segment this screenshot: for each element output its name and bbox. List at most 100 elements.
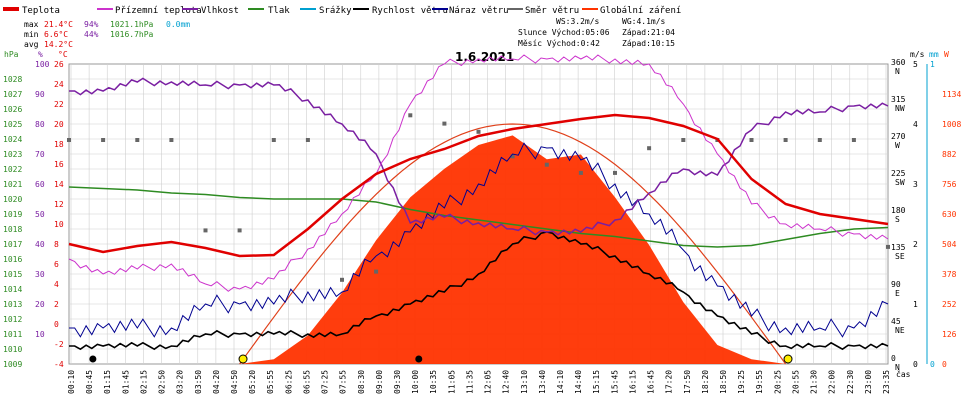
tick-label-radiation: 0: [942, 360, 947, 369]
tick-label-pressure: 1028: [3, 75, 22, 84]
tick-label-time: 10:00: [411, 370, 420, 394]
sunrise: Slunce Východ:05:06: [518, 28, 610, 37]
tick-label-time: 16:15: [628, 370, 637, 394]
point-wind-direction: [578, 170, 583, 175]
legend-label-teplota: Teplota: [22, 6, 60, 16]
tick-label-time: 13:10: [520, 370, 529, 394]
tick-label-time: 01:15: [103, 370, 112, 394]
tick-label-time: 19:55: [755, 370, 764, 394]
stat-avg-temp: 14.2°C: [44, 40, 73, 49]
tick-label-time: 16:45: [647, 370, 656, 394]
tick-label-winddir-compass: W: [895, 141, 900, 150]
moonset-marker: [415, 355, 423, 363]
tick-label-time: 06:25: [284, 370, 293, 394]
stats-block: max 21.4°C 94% 1021.1hPa 0.0mm min 6.6°C…: [24, 20, 190, 49]
tick-label-temperature: 2: [54, 300, 59, 309]
legend-label-naraz: Náraz větru: [449, 6, 509, 16]
tick-label-humidity: 60: [35, 180, 45, 189]
tick-label-winddir-compass: N: [895, 363, 900, 372]
stat-max-label: max: [24, 20, 39, 29]
stat-avg-label: avg: [24, 40, 39, 49]
tick-label-time: 17:20: [665, 370, 674, 394]
tick-label-temperature: 10: [54, 220, 64, 229]
tick-label-temperature: 0: [54, 320, 59, 329]
tick-label-pressure: 1021: [3, 180, 22, 189]
tick-label-time: 12:40: [502, 370, 511, 394]
legend-swatch-prizemni-teplota: [97, 8, 113, 10]
stat-max-hum: 94%: [84, 20, 99, 29]
sunset: Západ:21:04: [622, 28, 675, 37]
tick-label-temperature: 26: [54, 60, 64, 69]
axis-title-celsius: °C: [58, 50, 68, 59]
tick-label-radiation: 882: [942, 150, 957, 159]
point-wind-direction: [442, 121, 447, 126]
tick-label-time: 03:20: [176, 370, 185, 394]
point-wind-direction: [305, 138, 310, 142]
tick-label-humidity: 100: [35, 60, 50, 69]
tick-label-winddir-compass: SW: [895, 178, 905, 187]
tick-label-windspeed: 4: [913, 120, 918, 129]
point-wind-direction: [817, 138, 822, 142]
series-line-wind-speed: [69, 231, 889, 351]
tick-label-winddir-compass: E: [895, 289, 900, 298]
tick-label-time: 09:30: [393, 370, 402, 394]
sunrise-marker: [238, 354, 248, 364]
legend-label-tlak: Tlak: [268, 6, 290, 16]
legend-label-srazky: Srážky: [319, 6, 352, 16]
tick-label-pressure: 1016: [3, 255, 22, 264]
point-wind-direction: [135, 138, 140, 142]
point-wind-direction: [886, 244, 890, 249]
tick-label-winddir: 0: [891, 354, 896, 363]
tick-label-temperature: -4: [54, 360, 64, 369]
moonrise: Měsíc Východ:0:42: [518, 39, 600, 48]
tick-label-windspeed: 0: [913, 360, 918, 369]
tick-label-time: 15:45: [610, 370, 619, 394]
tick-label-time: 04:20: [212, 370, 221, 394]
tick-label-radiation: 252: [942, 300, 957, 309]
tick-label-temperature: 24: [54, 80, 64, 89]
tick-label-winddir: 360: [891, 58, 906, 67]
moonrise-marker: [89, 355, 97, 363]
tick-label-winddir-compass: NW: [895, 104, 905, 113]
series-line-clear-sky: [239, 123, 787, 365]
tick-label-pressure: 1024: [3, 135, 22, 144]
tick-label-winddir: 45: [891, 317, 901, 326]
tick-label-pressure: 1025: [3, 120, 22, 129]
legend-label-zareni: Globální záření: [600, 6, 681, 16]
tick-label-time: 18:20: [701, 370, 710, 394]
tick-label-winddir: 225: [891, 169, 906, 178]
tick-label-time: 20:25: [773, 370, 782, 394]
axis-title-mm: mm: [929, 50, 939, 59]
tick-label-radiation: 504: [942, 240, 957, 249]
tick-label-temperature: 12: [54, 200, 64, 209]
legend-swatch-rychlost: [353, 8, 369, 10]
tick-label-pressure: 1014: [3, 285, 22, 294]
tick-label-windspeed: 3: [913, 180, 918, 189]
tick-label-winddir-compass: S: [895, 215, 900, 224]
tick-label-pressure: 1023: [3, 150, 22, 159]
tick-label-time: 09:00: [375, 370, 384, 394]
point-wind-direction: [169, 138, 174, 142]
moonset: Západ:10:15: [622, 39, 675, 48]
tick-label-humidity: 70: [35, 150, 45, 159]
axes: 1009101010111012101310141015101610171018…: [3, 58, 961, 394]
tick-label-rain: 1: [930, 60, 935, 69]
tick-label-radiation: 756: [942, 180, 957, 189]
axis-title-hpa: hPa: [4, 50, 19, 59]
tick-label-time: 05:55: [266, 370, 275, 394]
tick-label-pressure: 1018: [3, 225, 22, 234]
tick-label-humidity: 10: [35, 330, 45, 339]
tick-label-time: 12:05: [484, 370, 493, 394]
tick-label-winddir-compass: N: [895, 67, 900, 76]
series-line-temperature: [68, 113, 889, 258]
axis-title-ms: m/s: [910, 50, 925, 59]
point-wind-direction: [101, 138, 106, 142]
legend-swatch-smer: [507, 8, 523, 10]
tick-label-time: 18:50: [719, 370, 728, 394]
tick-label-time: 01:45: [121, 370, 130, 394]
stat-max-temp: 21.4°C: [44, 20, 73, 29]
point-wind-direction: [271, 138, 276, 142]
point-wind-direction: [681, 138, 686, 142]
tick-label-pressure: 1015: [3, 270, 22, 279]
